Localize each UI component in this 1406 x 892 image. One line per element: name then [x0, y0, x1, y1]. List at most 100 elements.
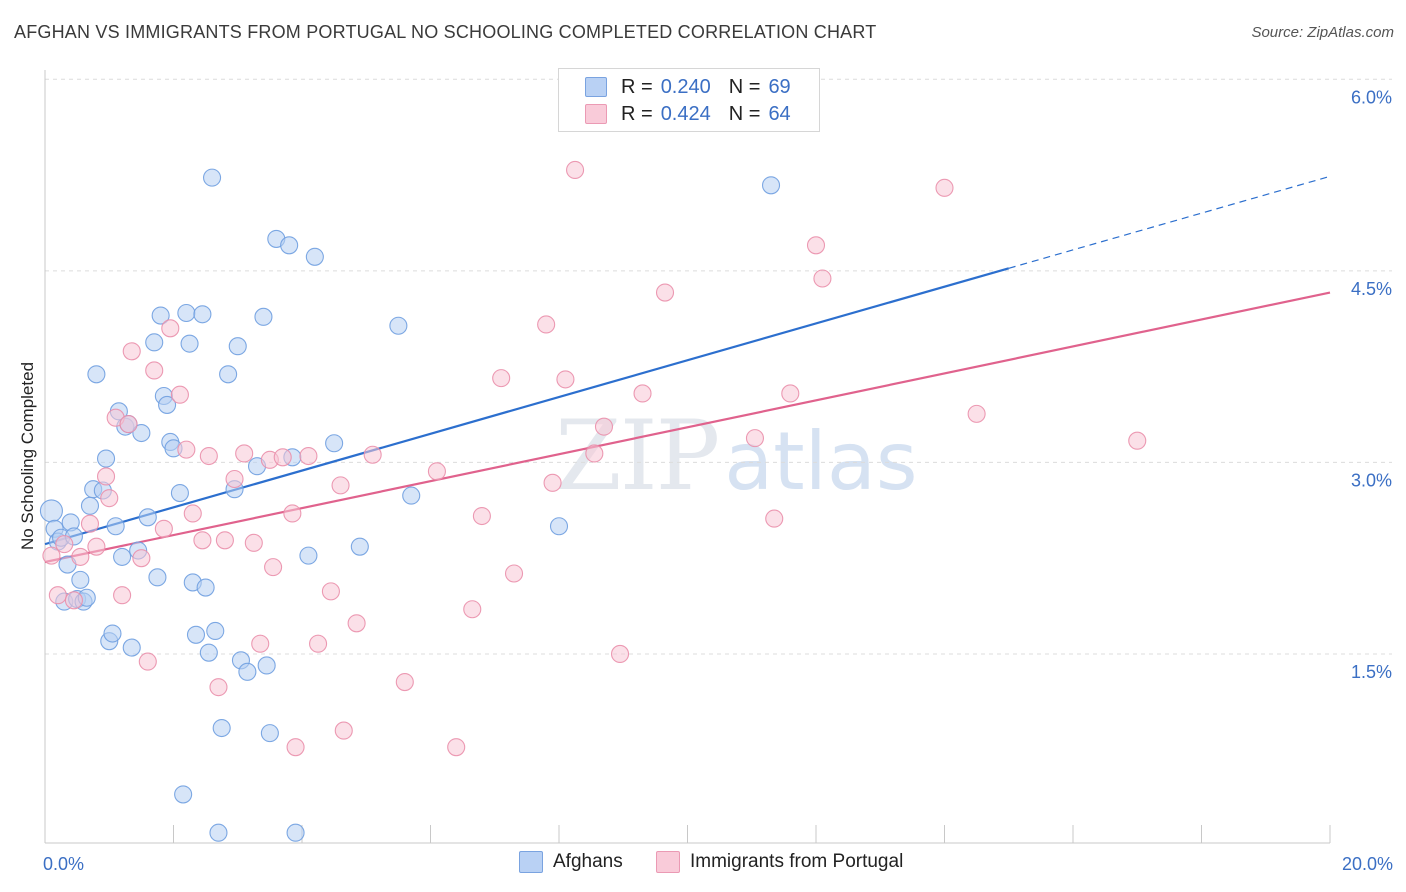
portugal-point: [967, 404, 986, 423]
portugal-point: [235, 444, 254, 463]
portugal-point: [122, 342, 141, 361]
portugal-point: [299, 446, 318, 466]
portugal-point: [395, 672, 414, 692]
portugal-trend-line: [44, 291, 1331, 564]
chart-title: AFGHAN VS IMMIGRANTS FROM PORTUGAL NO SC…: [14, 22, 877, 42]
portugal-point: [273, 448, 292, 467]
portugal-point: [543, 473, 562, 492]
portugal-point: [309, 634, 328, 653]
portugal-point: [363, 445, 382, 464]
afghan-point: [132, 423, 151, 443]
source-label: Source: ZipAtlas.com: [1251, 24, 1394, 41]
portugal-point: [154, 519, 173, 538]
legend-swatch-portugal: [656, 851, 680, 873]
afghan-point: [389, 316, 408, 335]
portugal-point: [492, 369, 511, 388]
portugal-point: [132, 549, 151, 568]
portugal-point: [504, 564, 524, 583]
portugal-point: [264, 558, 283, 577]
portugal-point: [64, 591, 83, 610]
afghan-trend-extension: [1008, 175, 1331, 269]
afghan-point: [199, 643, 218, 662]
portugal-point: [655, 283, 675, 302]
legend-r-label: R =: [621, 102, 653, 125]
portugal-point: [463, 600, 482, 619]
portugal-point: [100, 489, 119, 508]
portugal-point: [48, 586, 67, 605]
afghan-point: [193, 305, 212, 324]
legend-swatch-afghans: [519, 851, 543, 873]
legend-swatch-afghans: [585, 77, 607, 97]
afghan-point: [206, 621, 225, 641]
portugal-point: [177, 440, 196, 459]
y-tick-label: 1.5%: [1351, 662, 1392, 682]
afghan-point: [80, 496, 100, 515]
portugal-point: [813, 269, 832, 288]
portugal-point: [113, 586, 132, 605]
portugal-point: [594, 417, 614, 436]
legend-item-portugal: Immigrants from Portugal: [656, 851, 903, 873]
legend-n-label: N =: [728, 75, 761, 98]
y-tick-label: 3.0%: [1351, 470, 1392, 490]
legend-row-portugal: R = 0.424 N = 64: [585, 102, 791, 126]
portugal-point: [138, 652, 157, 671]
afghan-point: [158, 395, 177, 414]
portugal-point: [215, 531, 234, 550]
portugal-point: [610, 644, 630, 664]
grid-lines: [45, 78, 1392, 655]
legend-swatch-portugal: [585, 104, 607, 124]
portugal-point: [566, 160, 585, 180]
afghan-point: [177, 303, 196, 323]
portugal-point: [80, 514, 100, 533]
portugal-point: [55, 535, 74, 554]
afghan-point: [145, 333, 164, 352]
portugal-point: [244, 533, 263, 552]
legend-label-portugal: Immigrants from Portugal: [690, 851, 904, 872]
afghan-point: [549, 517, 569, 536]
y-tick-label: 6.0%: [1351, 87, 1392, 107]
watermark-zip: ZIP: [555, 400, 720, 512]
afghan-point: [402, 486, 421, 505]
portugal-point: [96, 467, 116, 486]
portugal-point: [331, 476, 350, 495]
x-tick-label: 20.0%: [1342, 854, 1393, 874]
afghan-point: [761, 176, 781, 195]
portugal-point: [745, 429, 765, 448]
data-points: [39, 160, 1147, 842]
legend-n-value: 69: [768, 75, 791, 98]
portugal-point: [334, 721, 353, 740]
stats-legend: R = 0.240 N = 69 R = 0.424 N = 64: [558, 68, 820, 132]
afghan-point: [138, 508, 157, 527]
afghan-point: [260, 724, 279, 743]
portugal-point: [447, 738, 466, 757]
legend-label-afghans: Afghans: [553, 851, 623, 872]
tick-labels: 1.5% 3.0% 4.5% 6.0% 0.0% 20.0%: [43, 87, 1393, 874]
afghan-point: [174, 785, 193, 804]
afghan-point: [113, 547, 132, 566]
afghan-point: [212, 718, 231, 738]
portugal-point: [781, 384, 800, 403]
portugal-point: [119, 415, 138, 434]
portugal-point: [427, 462, 446, 481]
portugal-point: [633, 384, 652, 403]
portugal-point: [321, 582, 340, 601]
y-tick-label: 4.5%: [1351, 279, 1392, 299]
portugal-point: [170, 385, 189, 404]
portugal-point: [183, 504, 202, 523]
afghan-point: [350, 537, 369, 556]
series-legend: Afghans Immigrants from Portugal: [0, 851, 1406, 879]
afghan-point: [203, 168, 222, 187]
portugal-point: [209, 678, 228, 697]
legend-n-value: 64: [768, 102, 791, 125]
portugal-point: [556, 370, 575, 389]
afghan-point: [254, 307, 273, 326]
portugal-point: [71, 547, 90, 566]
afghan-point: [196, 578, 215, 597]
legend-row-afghans: R = 0.240 N = 69: [585, 75, 791, 99]
afghan-point: [170, 483, 189, 503]
portugal-point: [806, 236, 826, 255]
legend-r-value: 0.424: [660, 102, 711, 125]
portugal-point: [145, 361, 164, 380]
afghan-point: [286, 823, 305, 842]
portugal-point: [537, 315, 556, 334]
